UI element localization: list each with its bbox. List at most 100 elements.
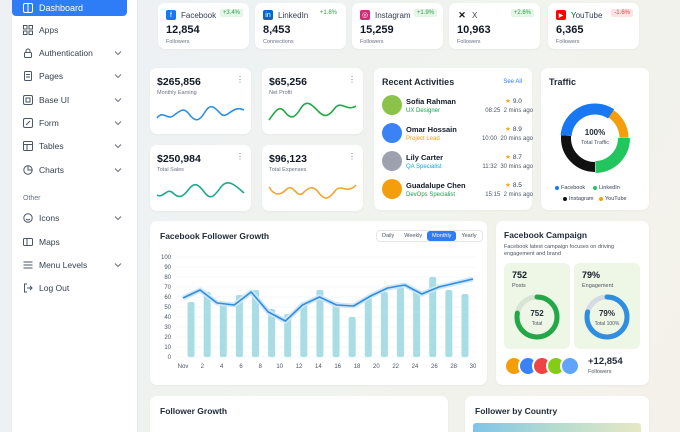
kpi-value: $65,256 — [269, 76, 307, 88]
time-ago: 30 mins ago — [500, 164, 533, 170]
activity-time: 15:15 2 mins ago — [473, 192, 533, 198]
engagement-card[interactable]: 79% Engagement 79% Total 100% — [574, 263, 640, 349]
time-value: 11:32 — [482, 164, 497, 170]
time-ago: 2 mins ago — [503, 192, 533, 198]
sidebar-item-label: Form — [39, 118, 59, 128]
linkedin-stat-card[interactable]: in LinkedIn +1.8% 8,453 Connections — [255, 3, 346, 49]
bar — [187, 302, 195, 357]
sidebar-item-label: Pages — [39, 71, 64, 81]
activity-name: Sofia Rahman — [406, 97, 457, 106]
kpi-card-total-sales[interactable]: $250,984 Total Sales ⋮ — [150, 145, 251, 211]
follower-by-country-card: Follower by Country — [465, 396, 649, 432]
avatar — [560, 356, 580, 376]
kpi-label: Total Expenses — [269, 167, 307, 173]
facebook-campaign-card: Facebook Campaign Facebook latest campai… — [496, 221, 649, 385]
time-ago: 2 mins ago — [503, 108, 533, 114]
stat-label: Followers — [166, 39, 190, 45]
sidebar-item-maps[interactable]: Maps — [12, 233, 138, 251]
legend-dot — [599, 197, 603, 201]
chevron-down-icon — [114, 214, 122, 222]
sidebar-item-form[interactable]: Form — [12, 114, 138, 132]
sidebar-item-label: Icons — [39, 213, 60, 223]
tab-daily[interactable]: Daily — [382, 233, 395, 239]
see-all-link[interactable]: See All — [503, 79, 522, 85]
x-tick-label: 30 — [470, 364, 477, 370]
x-tick-label: 14 — [315, 364, 322, 370]
sidebar-item-base-ui[interactable]: Base UI — [12, 91, 138, 109]
tab-monthly[interactable]: Monthly — [427, 231, 457, 241]
kpi-value: $250,984 — [157, 153, 201, 165]
x-tick-label: 10 — [276, 364, 283, 370]
x-stat-card[interactable]: ✕ X +2.6% 10,963 Followers — [449, 3, 540, 49]
x-tick-label: 4 — [220, 364, 224, 370]
sidebar-item-authentication[interactable]: Authentication — [12, 44, 138, 62]
more-icon[interactable]: ⋮ — [348, 75, 356, 84]
more-icon[interactable]: ⋮ — [348, 152, 356, 161]
sidebar-item-pages[interactable]: Pages — [12, 67, 138, 85]
time-value: 10:00 — [481, 136, 497, 142]
sidebar-item-dashboard[interactable]: Dashboard — [12, 0, 127, 16]
kpi-card-net-profit[interactable]: $65,256 Net Profit ⋮ — [262, 68, 363, 134]
engagement-ring-label: Total 100% — [594, 321, 620, 327]
stat-badge: +3.4% — [219, 9, 243, 17]
sidebar-item-log-out[interactable]: Log Out — [12, 279, 138, 297]
posts-card[interactable]: 752 Posts 752 Total — [504, 263, 570, 349]
facebook-stat-card[interactable]: f Facebook +3.4% 12,854 Followers — [158, 3, 249, 49]
bar — [332, 302, 340, 357]
sidebar-item-apps[interactable]: Apps — [12, 21, 138, 39]
stat-label: Followers — [457, 39, 481, 45]
posts-ring-value: 752 — [530, 309, 544, 318]
activity-name: Guadalupe Chen — [406, 181, 466, 190]
y-tick-label: 30 — [164, 325, 171, 331]
sidebar-item-menu-levels[interactable]: Menu Levels — [12, 256, 138, 274]
sidebar-item-icons[interactable]: Icons — [12, 209, 138, 227]
activity-row[interactable]: Guadalupe Chen DevOps Specialist ★ 8.5 15… — [382, 179, 533, 201]
activity-row[interactable]: Sofia Rahman UX Designer ★ 9.0 08:25 2 mi… — [382, 95, 533, 117]
bar — [252, 290, 259, 357]
tab-weekly[interactable]: Weekly — [404, 233, 423, 239]
follower-growth-card: Facebook Follower Growth Daily Weekly Mo… — [150, 221, 487, 385]
time-value: 15:15 — [485, 192, 501, 198]
bar — [461, 294, 469, 357]
tab-yearly[interactable]: Yearly — [461, 233, 477, 239]
legend-label: LinkedIn — [599, 185, 620, 191]
country-map — [473, 423, 641, 432]
activity-rating: ★ 8.9 — [505, 125, 522, 133]
activity-row[interactable]: Omar Hossain Project Lead ★ 8.9 10:00 20 … — [382, 123, 533, 145]
kpi-sparkline — [156, 181, 245, 198]
x-tick-label: 6 — [239, 364, 243, 370]
youtube-stat-card[interactable]: ▶ YouTube -1.6% 6,365 Followers — [548, 3, 639, 49]
time-value: 08:25 — [485, 108, 501, 114]
sidebar-item-label: Dashboard — [39, 3, 84, 13]
bar — [413, 291, 421, 357]
y-tick-label: 40 — [164, 315, 171, 321]
legend-item: LinkedIn — [593, 185, 620, 191]
follower-growth-title: Facebook Follower Growth — [160, 231, 270, 241]
kpi-sparkline — [268, 102, 357, 121]
posts-value: 752 — [512, 270, 528, 280]
stat-badge: -1.6% — [611, 9, 633, 17]
x-icon: ✕ — [457, 9, 467, 20]
legend-dot — [563, 197, 567, 201]
activity-rating: ★ 8.5 — [505, 181, 522, 189]
posts-ring — [514, 294, 560, 340]
kpi-card-total-expenses[interactable]: $96,123 Total Expenses ⋮ — [262, 145, 363, 211]
activity-row[interactable]: Lily Carter QA Specialist ★ 8.7 11:32 30 … — [382, 151, 533, 173]
legend-item: Instagram — [563, 196, 593, 202]
sidebar-item-charts[interactable]: Charts — [12, 161, 138, 179]
legend-dot — [555, 186, 559, 190]
more-icon[interactable]: ⋮ — [236, 75, 244, 84]
bar — [364, 297, 372, 357]
more-icon[interactable]: ⋮ — [236, 152, 244, 161]
youtube-icon: ▶ — [556, 10, 566, 20]
y-tick-label: 90 — [164, 265, 171, 271]
stat-name: X — [472, 10, 478, 20]
sidebar-item-label: Base UI — [39, 95, 70, 105]
series-line — [182, 278, 474, 322]
x-tick-label: 2 — [201, 364, 205, 370]
campaign-description: Facebook latest campaign focuses on driv… — [504, 244, 615, 258]
sidebar-item-tables[interactable]: Tables — [12, 137, 138, 155]
kpi-card-monthly-earning[interactable]: $265,856 Monthly Earning ⋮ — [150, 68, 251, 134]
chevron-down-icon — [114, 49, 122, 57]
instagram-stat-card[interactable]: ◎ Instagram +1.9% 15,259 Followers — [352, 3, 443, 49]
